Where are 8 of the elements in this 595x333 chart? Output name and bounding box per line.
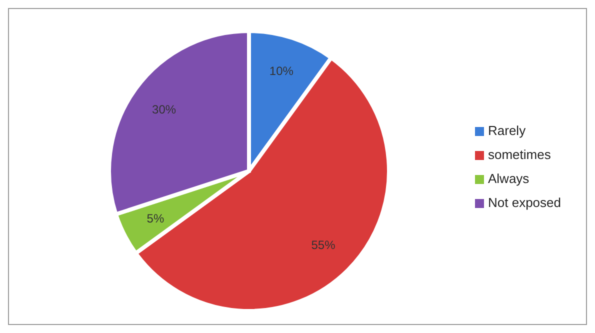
data-label: 30% [152, 102, 176, 116]
legend-label: Rarely [488, 122, 526, 138]
data-label: 5% [146, 212, 164, 226]
legend-label: Always [488, 170, 530, 186]
data-label: 10% [269, 64, 294, 78]
legend-label: Not exposed [488, 194, 561, 210]
data-label: 55% [311, 238, 336, 252]
legend-label: sometimes [488, 146, 551, 162]
